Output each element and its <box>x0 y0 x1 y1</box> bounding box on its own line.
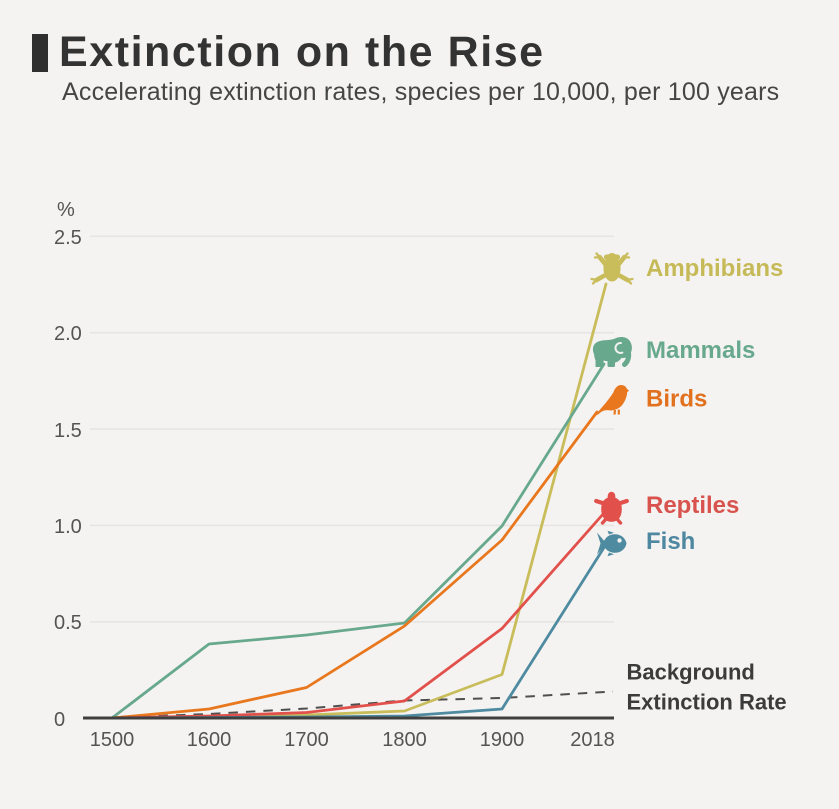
svg-text:Background: Background <box>627 660 755 685</box>
svg-text:Mammals: Mammals <box>646 337 755 364</box>
svg-text:Amphibians: Amphibians <box>646 255 783 282</box>
svg-text:1800: 1800 <box>382 729 427 751</box>
svg-text:Extinction Rate: Extinction Rate <box>627 690 787 715</box>
svg-text:1500: 1500 <box>90 729 135 751</box>
svg-text:1700: 1700 <box>284 729 329 751</box>
svg-text:%: % <box>57 199 75 221</box>
svg-text:1900: 1900 <box>480 729 525 751</box>
svg-text:Birds: Birds <box>646 386 707 413</box>
svg-text:2.5: 2.5 <box>54 227 82 249</box>
svg-text:2018: 2018 <box>570 729 615 751</box>
svg-text:1600: 1600 <box>187 729 232 751</box>
svg-text:Fish: Fish <box>646 528 695 555</box>
svg-text:Reptiles: Reptiles <box>646 492 739 519</box>
svg-text:Accelerating extinction rates,: Accelerating extinction rates, species p… <box>62 78 779 106</box>
svg-text:0: 0 <box>54 709 65 731</box>
svg-text:1.0: 1.0 <box>54 516 82 538</box>
svg-text:Extinction on the Rise: Extinction on the Rise <box>59 28 545 76</box>
svg-text:0.5: 0.5 <box>54 612 82 634</box>
svg-text:2.0: 2.0 <box>54 323 82 345</box>
svg-text:1.5: 1.5 <box>54 420 82 442</box>
